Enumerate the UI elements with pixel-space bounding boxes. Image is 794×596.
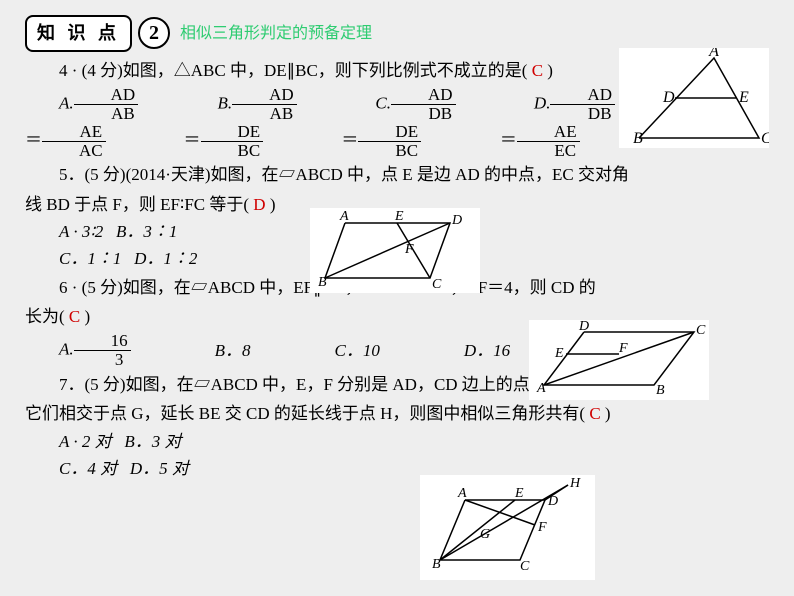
svg-text:A: A: [708, 48, 719, 60]
knowledge-point-header: 知 识 点 2 相似三角形判定的预备定理: [25, 15, 769, 52]
q4-optD: D.ADDB＝AEEC: [500, 86, 619, 159]
q5-figure: A E D B C F: [310, 208, 480, 293]
q4-optB: B.ADAB＝DEBC: [184, 86, 302, 159]
svg-text:E: E: [554, 346, 564, 361]
svg-text:C: C: [696, 323, 706, 338]
svg-text:F: F: [618, 341, 628, 356]
subtitle: 相似三角形判定的预备定理: [180, 21, 372, 47]
q5-line1: 5．(5 分)(2014·天津)如图，在▱ABCD 中，点 E 是边 AD 的中…: [59, 165, 629, 184]
svg-text:H: H: [569, 476, 581, 491]
svg-text:A: A: [536, 381, 546, 396]
q7-choices-row1: A · 2 对 B．3 对: [25, 428, 769, 455]
q4-answer: C: [532, 61, 543, 80]
svg-text:B: B: [432, 557, 441, 572]
svg-text:E: E: [514, 486, 524, 501]
badge-number: 2: [138, 17, 170, 49]
svg-text:E: E: [394, 209, 404, 224]
svg-text:B: B: [656, 383, 665, 398]
svg-text:D: D: [662, 89, 675, 106]
svg-text:F: F: [537, 520, 547, 535]
svg-text:B: B: [318, 275, 327, 290]
q4-text: 4 · (4 分)如图，△ABC 中，DE∥BC，则下列比例式不成立的是(: [59, 61, 527, 80]
q7-line2: 它们相交于点 G，延长 BE 交 CD 的延长线于点 H，则图中相似三角形共有(…: [25, 400, 769, 427]
svg-text:F: F: [404, 242, 414, 257]
svg-text:D: D: [451, 213, 462, 228]
badge: 知 识 点: [25, 15, 132, 52]
svg-text:C: C: [432, 277, 442, 292]
q7-answer: C: [589, 404, 600, 423]
svg-text:D: D: [547, 494, 558, 509]
svg-text:C: C: [761, 130, 769, 147]
svg-text:A: A: [339, 209, 349, 224]
q6-b: B．8: [181, 337, 251, 364]
q7-choices-row2: C．4 对 D．5 对: [25, 455, 769, 482]
q5-answer: D: [253, 195, 265, 214]
svg-text:A: A: [457, 486, 467, 501]
q7-figure: A E D B C F G H: [420, 475, 595, 580]
q4-post: ): [547, 61, 553, 80]
q6-c: C．10: [301, 337, 380, 364]
q6-answer: C: [69, 307, 80, 326]
svg-text:C: C: [520, 559, 530, 574]
svg-text:E: E: [738, 89, 749, 106]
question-5: 5．(5 分)(2014·天津)如图，在▱ABCD 中，点 E 是边 AD 的中…: [25, 161, 769, 188]
svg-text:G: G: [480, 527, 490, 542]
q4-figure: A B C D E: [619, 48, 769, 148]
q4-optC: C.ADDB＝DEBC: [341, 86, 460, 159]
svg-text:B: B: [633, 130, 643, 147]
q4-optA: A.ADAB＝AEAC: [25, 86, 144, 159]
svg-text:D: D: [578, 320, 589, 334]
q6-d: D．16: [430, 337, 510, 364]
q6-a: A.163: [25, 332, 131, 369]
q6-figure: D C A B E F: [529, 320, 709, 400]
